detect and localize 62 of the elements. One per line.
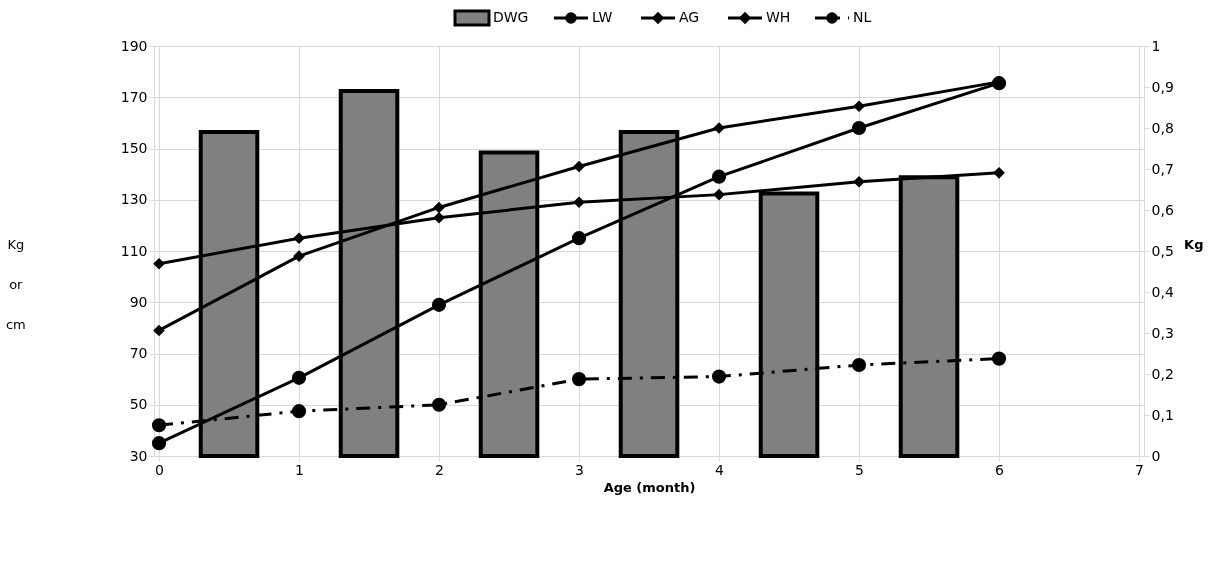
point [433, 201, 445, 213]
point [713, 189, 725, 201]
y-tick-label: 170 [120, 88, 148, 105]
x-tick-label: 7 [1135, 461, 1144, 478]
y-tick-label: 70 [129, 345, 148, 361]
legend-label: LW [592, 9, 613, 25]
point [711, 169, 727, 184]
point [851, 357, 867, 373]
x-tick-label: 6 [995, 461, 1005, 478]
point [151, 418, 167, 433]
x-tick-label: 0 [155, 461, 164, 478]
point [851, 120, 867, 136]
point [573, 160, 585, 172]
y-tick-label: 150 [120, 140, 148, 156]
text: Kg or cm [5, 236, 26, 332]
y2-tick-label: 0,8 [1151, 119, 1174, 136]
y2-axis-title: Kg [1184, 236, 1204, 252]
x-axis-title: Age (month) [603, 479, 696, 495]
y2-tick-label: 0,1 [1151, 406, 1174, 423]
point [991, 351, 1007, 366]
point [711, 369, 727, 384]
point [853, 176, 865, 188]
point [153, 258, 165, 270]
y-tick-label: 30 [129, 447, 148, 464]
y2-tick-label: 0,7 [1151, 160, 1174, 177]
y2-tick-label: 0,5 [1151, 242, 1174, 259]
x-tick-label: 4 [715, 461, 725, 478]
point [853, 100, 865, 112]
point [713, 122, 725, 134]
legend-label: NL [853, 9, 872, 25]
x-tick-label: 3 [575, 461, 584, 478]
point [573, 196, 585, 208]
point [431, 297, 447, 312]
legend-label: WH [766, 9, 791, 25]
legend-label: AG [679, 9, 700, 25]
y2-tick-label: 0,2 [1151, 365, 1174, 382]
point [993, 167, 1005, 179]
point [293, 250, 305, 262]
point [291, 404, 307, 419]
point [431, 397, 447, 412]
point [571, 372, 587, 387]
y-tick-label: 130 [120, 191, 148, 208]
y2-tick-label: 1 [1151, 37, 1161, 54]
y2-tick-label: 0,6 [1151, 201, 1174, 218]
point [291, 370, 307, 385]
y2-tick-label: 0,4 [1151, 283, 1174, 300]
y-tick-label: 90 [129, 293, 148, 310]
y2-tick-label: 0,3 [1151, 324, 1174, 341]
y2-tick-label: 0,9 [1151, 78, 1174, 95]
point [151, 436, 167, 451]
point [433, 212, 445, 224]
point [571, 231, 587, 246]
y2-tick-label: 0 [1151, 447, 1161, 464]
y-tick-label: 50 [129, 396, 148, 413]
point [293, 232, 305, 244]
x-tick-label: 5 [855, 461, 864, 478]
point [153, 324, 165, 336]
legend-label: DWG [493, 9, 529, 25]
y-tick-label: 110 [120, 242, 148, 259]
x-tick-label: 1 [295, 461, 304, 478]
y-tick-label: 190 [120, 37, 148, 54]
x-tick-label: 2 [435, 461, 444, 478]
